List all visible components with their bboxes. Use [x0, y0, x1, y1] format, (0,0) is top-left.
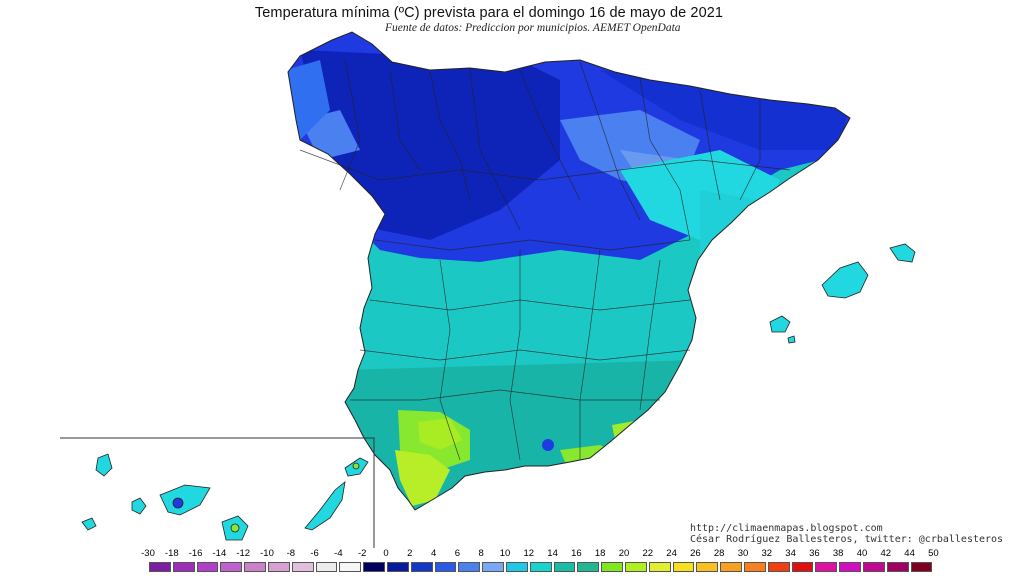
legend-swatch — [910, 562, 933, 572]
legend-swatch — [886, 562, 909, 572]
legend-tick: 36 — [809, 548, 820, 559]
legend-tick: -8 — [286, 548, 296, 559]
legend-swatch — [863, 562, 885, 572]
peninsula-fill — [288, 32, 850, 510]
legend-tick: -18 — [164, 548, 179, 559]
peninsula-outline — [287, 31, 851, 511]
credits-author: César Rodríguez Ballesteros, twitter: @c… — [690, 534, 1004, 545]
legend-swatch — [791, 562, 814, 572]
legend-tick: 32 — [761, 548, 773, 559]
legend-swatch — [220, 562, 243, 572]
legend-tick: 20 — [618, 548, 630, 559]
legend-swatch — [387, 562, 409, 572]
legend-swatch — [268, 562, 290, 572]
legend-tick: -14 — [212, 548, 227, 559]
legend-swatch — [839, 562, 861, 572]
legend-swatch — [601, 562, 623, 572]
credits: http://climaenmapas.blogspot.com César R… — [690, 523, 1003, 545]
legend-tick: 50 — [928, 548, 939, 559]
legend-tick: -10 — [260, 548, 274, 559]
legend-tick: 42 — [880, 548, 892, 559]
map-subtitle: Fuente de datos: Prediccion por municipi… — [385, 22, 681, 34]
legend-tick: 14 — [547, 548, 558, 559]
legend-tick: 18 — [594, 548, 606, 559]
legend-swatch — [458, 562, 481, 572]
legend-swatch — [767, 562, 790, 572]
legend-tick: 40 — [856, 548, 868, 559]
legend-swatch — [815, 562, 838, 572]
legend-swatch — [291, 562, 314, 572]
legend-swatch — [529, 562, 552, 572]
legend-swatch — [410, 562, 433, 572]
legend-tick: 38 — [832, 548, 844, 559]
legend-swatch — [339, 562, 362, 572]
legend-tick: 28 — [713, 548, 725, 559]
legend-tick: 24 — [666, 548, 677, 559]
legend-tick: -2 — [357, 548, 367, 559]
legend-swatch — [363, 562, 385, 572]
legend-tick: -30 — [141, 548, 155, 559]
canary-inset-frame — [60, 437, 375, 548]
legend-tick: 22 — [642, 548, 654, 559]
province-borders — [299, 59, 791, 461]
legend-swatch — [149, 562, 171, 572]
legend-swatch — [744, 562, 766, 572]
legend-tick: 4 — [430, 548, 437, 559]
legend-tick: -6 — [310, 548, 319, 559]
legend-swatch — [506, 562, 528, 572]
legend-swatch — [696, 562, 719, 572]
legend-tick: 6 — [454, 548, 461, 559]
legend-tick: -12 — [236, 548, 251, 559]
legend-swatch — [672, 562, 695, 572]
legend-tick: 2 — [407, 548, 413, 559]
map-title: Temperatura mínima (ºC) prevista para el… — [254, 5, 724, 21]
legend-swatch — [577, 562, 600, 572]
legend-swatch — [172, 562, 195, 572]
legend-swatch — [315, 562, 338, 572]
legend-swatch — [482, 562, 504, 572]
legend-tick: 44 — [904, 548, 915, 559]
legend-tick: -16 — [188, 548, 203, 559]
credits-url: http://climaenmapas.blogspot.com — [690, 523, 883, 534]
legend-tick: 34 — [785, 548, 796, 559]
canary-islands — [81, 453, 369, 541]
color-legend: -30 -18 -16 -14 -12 -10 -8 -6 -4 -2 0 2 4 6 8 10 12 14 16 1… — [141, 548, 942, 574]
legend-swatch — [648, 562, 671, 572]
legend-tick: 26 — [690, 548, 701, 559]
legend-swatch — [434, 562, 457, 572]
legend-swatch — [553, 562, 576, 572]
balearic-islands — [769, 243, 916, 344]
legend-swatch — [196, 562, 219, 572]
legend-tick: 10 — [499, 548, 511, 559]
legend-swatch — [625, 562, 647, 572]
legend-tick: 8 — [478, 548, 484, 559]
legend-swatch — [720, 562, 742, 572]
legend-tick: 0 — [383, 548, 389, 559]
legend-tick: 30 — [737, 548, 749, 559]
legend-tick: 12 — [523, 548, 535, 559]
legend-swatch — [244, 562, 266, 572]
legend-tick: 16 — [571, 548, 582, 559]
legend-tick: -4 — [334, 548, 343, 559]
